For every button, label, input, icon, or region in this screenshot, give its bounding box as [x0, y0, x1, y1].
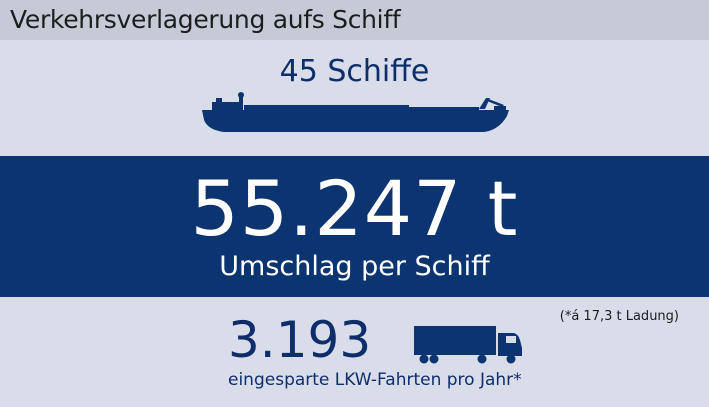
- page-title: Verkehrsverlagerung aufs Schiff: [10, 5, 401, 34]
- ships-count: 45 Schiffe: [279, 54, 430, 89]
- footnote: (*á 17,3 t Ladung): [559, 309, 679, 324]
- handling-label: Umschlag per Schiff: [219, 251, 490, 282]
- truck-icon: [414, 326, 522, 364]
- ship-icon: [202, 92, 509, 132]
- trucks-label: eingesparte LKW-Fahrten pro Jahr*: [228, 370, 522, 390]
- trucks-value: 3.193: [228, 311, 372, 369]
- handling-value: 55.247 t: [190, 164, 519, 253]
- title-bar: Verkehrsverlagerung aufs Schiff: [0, 0, 709, 40]
- handling-band: [0, 156, 709, 297]
